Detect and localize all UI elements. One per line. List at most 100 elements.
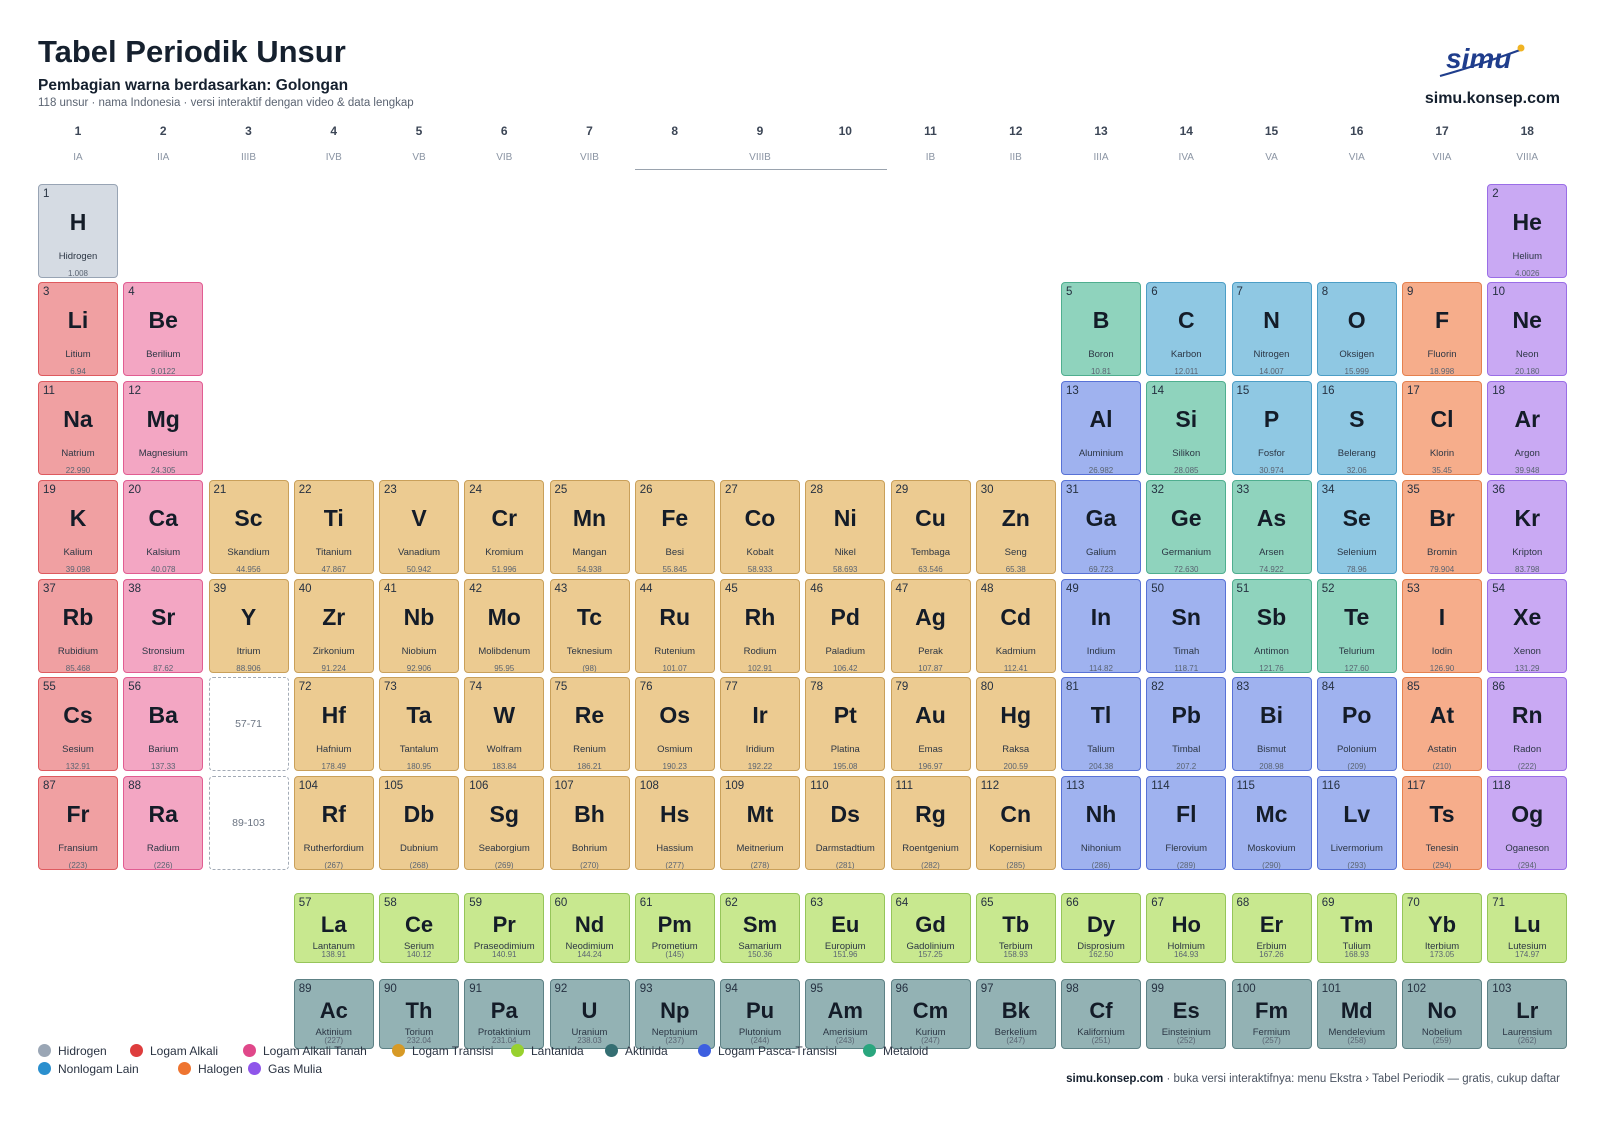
element-cell-md[interactable]: 101 Md Mendelevium (258): [1316, 979, 1397, 1049]
element-cell-mc[interactable]: 115 Mc Moskovium (290): [1231, 776, 1312, 870]
element-cell-bk[interactable]: 97 Bk Berkelium (247): [975, 979, 1056, 1049]
element-cell-ne[interactable]: 10 Ne Neon 20.180: [1487, 282, 1568, 376]
element-cell-br[interactable]: 35 Br Bromin 79.904: [1402, 480, 1482, 574]
element-cell-ni[interactable]: 28 Ni Nikel 58.693: [805, 480, 886, 574]
element-cell-fl[interactable]: 114 Fl Flerovium (289): [1146, 776, 1227, 870]
element-cell-rh[interactable]: 45 Rh Rodium 102.91: [720, 579, 800, 673]
element-cell-nd[interactable]: 60 Nd Neodimium 144.24: [549, 893, 630, 963]
element-cell-ag[interactable]: 47 Ag Perak 107.87: [890, 579, 971, 673]
element-cell-na[interactable]: 11 Na Natrium 22.990: [38, 381, 118, 475]
element-cell-be[interactable]: 4 Be Berilium 9.0122: [123, 282, 204, 376]
element-cell-nb[interactable]: 41 Nb Niobium 92.906: [379, 579, 459, 673]
element-cell-hf[interactable]: 72 Hf Hafnium 178.49: [293, 677, 374, 771]
element-cell-o[interactable]: 8 O Oksigen 15.999: [1316, 282, 1397, 376]
element-cell-ru[interactable]: 44 Ru Rutenium 101.07: [634, 579, 715, 673]
element-cell-b[interactable]: 5 B Boron 10.81: [1061, 282, 1141, 376]
element-cell-sm[interactable]: 62 Sm Samarium 150.36: [720, 893, 800, 963]
element-cell-ta[interactable]: 73 Ta Tantalum 180.95: [379, 677, 459, 771]
element-cell-fm[interactable]: 100 Fm Fermium (257): [1231, 979, 1312, 1049]
element-cell-rg[interactable]: 111 Rg Roentgenium (282): [890, 776, 971, 870]
element-cell-si[interactable]: 14 Si Silikon 28.085: [1146, 381, 1227, 475]
element-cell-rf[interactable]: 104 Rf Rutherfordium (267): [293, 776, 374, 870]
footer-site[interactable]: simu.konsep.com: [1066, 1073, 1164, 1085]
element-cell-he[interactable]: 2 He Helium 4.0026: [1487, 184, 1568, 278]
element-cell-te[interactable]: 52 Te Telurium 127.60: [1316, 579, 1397, 673]
element-cell-gd[interactable]: 64 Gd Gadolinium 157.25: [890, 893, 971, 963]
element-cell-au[interactable]: 79 Au Emas 196.97: [890, 677, 971, 771]
simu-logo[interactable]: simu: [1436, 36, 1536, 86]
element-cell-sn[interactable]: 50 Sn Timah 118.71: [1146, 579, 1227, 673]
element-cell-ca[interactable]: 20 Ca Kalsium 40.078: [123, 480, 204, 574]
element-cell-cr[interactable]: 24 Cr Kromium 51.996: [464, 480, 545, 574]
element-cell-li[interactable]: 3 Li Litium 6.94: [38, 282, 118, 376]
element-cell-og[interactable]: 118 Og Oganeson (294): [1487, 776, 1568, 870]
element-cell-p[interactable]: 15 P Fosfor 30.974: [1231, 381, 1312, 475]
element-cell-c[interactable]: 6 C Karbon 12.011: [1146, 282, 1227, 376]
element-cell-al[interactable]: 13 Al Aluminium 26.982: [1061, 381, 1141, 475]
element-cell-se[interactable]: 34 Se Selenium 78.96: [1316, 480, 1397, 574]
element-cell-hg[interactable]: 80 Hg Raksa 200.59: [975, 677, 1056, 771]
element-cell-pt[interactable]: 78 Pt Platina 195.08: [805, 677, 886, 771]
element-cell-cf[interactable]: 98 Cf Kalifornium (251): [1061, 979, 1141, 1049]
element-cell-re[interactable]: 75 Re Renium 186.21: [549, 677, 630, 771]
element-cell-v[interactable]: 23 V Vanadium 50.942: [379, 480, 459, 574]
element-cell-yb[interactable]: 70 Yb Iterbium 173.05: [1402, 893, 1482, 963]
element-cell-fe[interactable]: 26 Fe Besi 55.845: [634, 480, 715, 574]
element-cell-eu[interactable]: 63 Eu Europium 151.96: [805, 893, 886, 963]
element-cell-ac[interactable]: 89 Ac Aktinium (227): [293, 979, 374, 1049]
element-cell-ba[interactable]: 56 Ba Barium 137.33: [123, 677, 204, 771]
element-cell-tl[interactable]: 81 Tl Talium 204.38: [1061, 677, 1141, 771]
element-cell-dy[interactable]: 66 Dy Disprosium 162.50: [1061, 893, 1141, 963]
element-cell-lu[interactable]: 71 Lu Lutesium 174.97: [1487, 893, 1568, 963]
element-cell-cs[interactable]: 55 Cs Sesium 132.91: [38, 677, 118, 771]
element-cell-w[interactable]: 74 W Wolfram 183.84: [464, 677, 545, 771]
element-cell-y[interactable]: 39 Y Itrium 88.906: [208, 579, 289, 673]
element-cell-pd[interactable]: 46 Pd Paladium 106.42: [805, 579, 886, 673]
element-cell-at[interactable]: 85 At Astatin (210): [1402, 677, 1482, 771]
element-cell-ho[interactable]: 67 Ho Holmium 164.93: [1146, 893, 1227, 963]
site-link[interactable]: simu.konsep.com: [1424, 90, 1560, 107]
element-cell-pb[interactable]: 82 Pb Timbal 207.2: [1146, 677, 1227, 771]
element-cell-pm[interactable]: 61 Pm Prometium (145): [634, 893, 715, 963]
element-cell-tb[interactable]: 65 Tb Terbium 158.93: [975, 893, 1056, 963]
element-cell-cd[interactable]: 48 Cd Kadmium 112.41: [975, 579, 1056, 673]
element-cell-s[interactable]: 16 S Belerang 32.06: [1316, 381, 1397, 475]
element-cell-lv[interactable]: 116 Lv Livermorium (293): [1316, 776, 1397, 870]
element-cell-sg[interactable]: 106 Sg Seaborgium (269): [464, 776, 545, 870]
element-cell-pa[interactable]: 91 Pa Protaktinium 231.04: [464, 979, 545, 1049]
element-cell-th[interactable]: 90 Th Torium 232.04: [379, 979, 459, 1049]
element-cell-bh[interactable]: 107 Bh Bohrium (270): [549, 776, 630, 870]
element-cell-ar[interactable]: 18 Ar Argon 39.948: [1487, 381, 1568, 475]
element-cell-ge[interactable]: 32 Ge Germanium 72.630: [1146, 480, 1227, 574]
element-cell-sb[interactable]: 51 Sb Antimon 121.76: [1231, 579, 1312, 673]
element-cell-ce[interactable]: 58 Ce Serium 140.12: [379, 893, 459, 963]
element-cell-er[interactable]: 68 Er Erbium 167.26: [1231, 893, 1312, 963]
element-cell-h[interactable]: 1 H Hidrogen 1.008: [38, 184, 118, 278]
element-cell-rn[interactable]: 86 Rn Radon (222): [1487, 677, 1568, 771]
element-cell-n[interactable]: 7 N Nitrogen 14.007: [1231, 282, 1312, 376]
element-cell-hs[interactable]: 108 Hs Hassium (277): [634, 776, 715, 870]
element-cell-xe[interactable]: 54 Xe Xenon 131.29: [1487, 579, 1568, 673]
element-cell-fr[interactable]: 87 Fr Fransium (223): [38, 776, 118, 870]
element-cell-os[interactable]: 76 Os Osmium 190.23: [634, 677, 715, 771]
element-cell-tm[interactable]: 69 Tm Tulium 168.93: [1316, 893, 1397, 963]
element-cell-mg[interactable]: 12 Mg Magnesium 24.305: [123, 381, 204, 475]
element-cell-lr[interactable]: 103 Lr Laurensium (262): [1487, 979, 1568, 1049]
element-cell-rb[interactable]: 37 Rb Rubidium 85.468: [38, 579, 118, 673]
element-cell-in[interactable]: 49 In Indium 114.82: [1061, 579, 1141, 673]
element-cell-cm[interactable]: 96 Cm Kurium (247): [890, 979, 971, 1049]
element-cell-as[interactable]: 33 As Arsen 74.922: [1231, 480, 1312, 574]
element-cell-sr[interactable]: 38 Sr Stronsium 87.62: [123, 579, 204, 673]
element-cell-ti[interactable]: 22 Ti Titanium 47.867: [293, 480, 374, 574]
element-cell-la[interactable]: 57 La Lantanum 138.91: [293, 893, 374, 963]
element-cell-mt[interactable]: 109 Mt Meitnerium (278): [720, 776, 800, 870]
element-cell-pu[interactable]: 94 Pu Plutonium (244): [720, 979, 800, 1049]
element-cell-pr[interactable]: 59 Pr Praseodimium 140.91: [464, 893, 545, 963]
element-cell-cl[interactable]: 17 Cl Klorin 35.45: [1402, 381, 1482, 475]
element-cell-nh[interactable]: 113 Nh Nihonium (286): [1061, 776, 1141, 870]
element-cell-ds[interactable]: 110 Ds Darmstadtium (281): [805, 776, 886, 870]
element-cell-zn[interactable]: 30 Zn Seng 65.38: [975, 480, 1056, 574]
element-cell-i[interactable]: 53 I Iodin 126.90: [1402, 579, 1482, 673]
element-cell-f[interactable]: 9 F Fluorin 18.998: [1402, 282, 1482, 376]
element-cell-tc[interactable]: 43 Tc Teknesium (98): [549, 579, 630, 673]
